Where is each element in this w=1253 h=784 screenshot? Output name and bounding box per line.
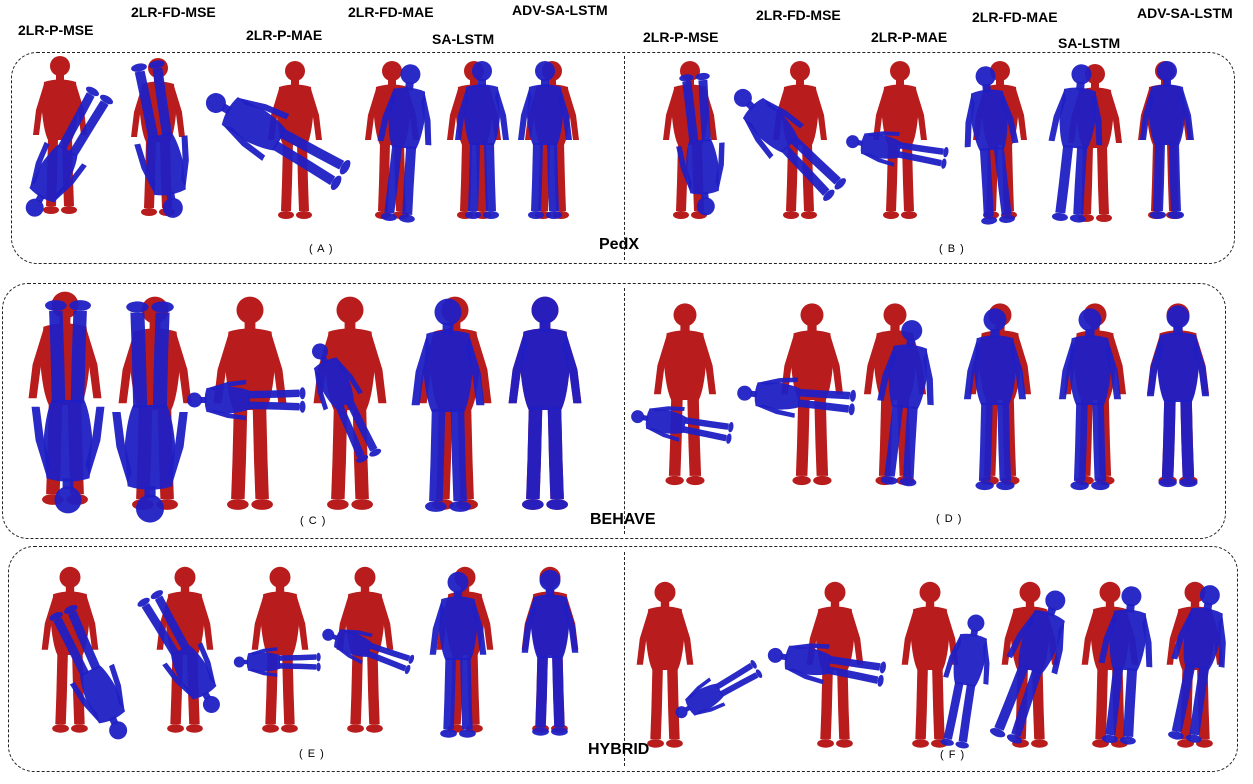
subfigure-label-f: ( F ) <box>940 749 966 761</box>
method-label-adv-sa-lstm-right: ADV-SA-LSTM <box>1137 5 1233 21</box>
method-label-2lr-fd-mse-left: 2LR-FD-MSE <box>131 4 216 20</box>
human-figure-a3-pred <box>193 74 358 201</box>
method-label-2lr-fd-mae-left: 2LR-FD-MAE <box>348 4 434 20</box>
method-label-2lr-fd-mae-right: 2LR-FD-MAE <box>972 9 1058 25</box>
method-label-2lr-p-mse-left: 2LR-P-MSE <box>18 22 94 38</box>
dataset-label-behave: BEHAVE <box>590 511 656 528</box>
divider-behave <box>624 288 625 534</box>
method-label-2lr-p-mse-right: 2LR-P-MSE <box>643 29 719 45</box>
method-label-adv-sa-lstm-left: ADV-SA-LSTM <box>512 2 608 18</box>
subfigure-label-a: ( A ) <box>309 243 334 255</box>
method-label-sa-lstm-left: SA-LSTM <box>432 31 495 47</box>
dataset-label-hybrid: HYBRID <box>588 741 650 758</box>
human-figure-f1-target <box>636 581 694 748</box>
human-figure-b6-pred <box>1140 61 1194 219</box>
human-figure-a2-pred <box>120 57 202 223</box>
dataset-label-pedx: PedX <box>599 236 640 253</box>
human-figure-e6-pred <box>521 569 579 736</box>
divider-pedx <box>624 56 625 260</box>
subfigure-label-e: ( E ) <box>299 748 325 760</box>
panel-behave <box>2 283 1226 539</box>
panel-pedx <box>11 52 1235 264</box>
human-figure-f1-pred <box>668 653 767 730</box>
divider-hybrid <box>624 552 625 766</box>
human-figure-c6-pred <box>508 296 582 510</box>
human-figure-d6-pred <box>1146 305 1210 488</box>
subfigure-label-c: ( C ) <box>300 515 327 527</box>
method-label-2lr-p-mae-left: 2LR-P-MAE <box>246 27 323 43</box>
panel-hybrid <box>8 546 1238 772</box>
subfigure-label-d: ( D ) <box>936 513 963 525</box>
method-label-2lr-p-mae-right: 2LR-P-MAE <box>871 29 948 45</box>
method-label-sa-lstm-right: SA-LSTM <box>1058 35 1121 51</box>
method-label-2lr-fd-mse-right: 2LR-FD-MSE <box>756 7 841 23</box>
human-figure-e3-target <box>251 566 309 733</box>
human-figure-d1-target <box>653 303 717 486</box>
subfigure-label-b: ( B ) <box>939 243 965 255</box>
